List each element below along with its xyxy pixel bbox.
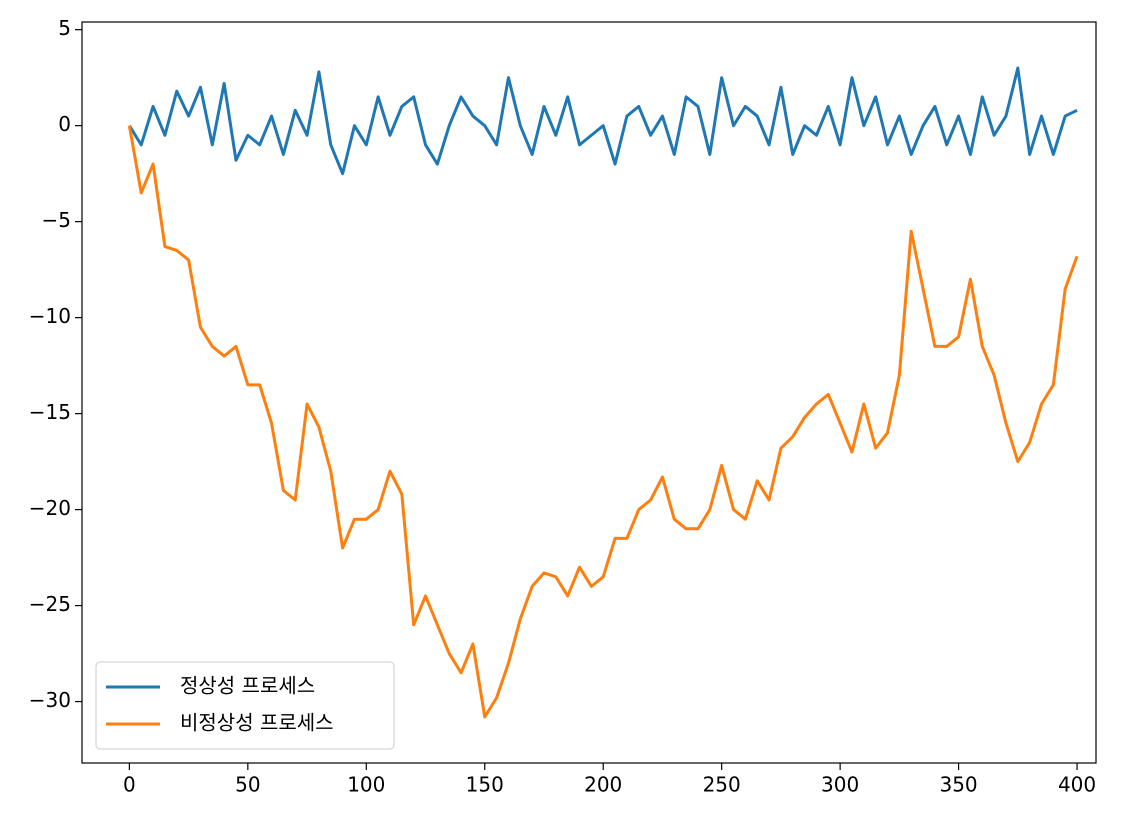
y-tick-label: −25 (29, 592, 71, 616)
y-tick-label: −15 (29, 400, 71, 424)
legend-box (95, 661, 395, 750)
x-tick-label: 50 (235, 773, 260, 797)
x-tick-label: 200 (584, 773, 622, 797)
x-tick-label: 100 (347, 773, 385, 797)
y-tick-label: −5 (42, 208, 71, 232)
legend-label: 정상성 프로세스 (180, 674, 315, 698)
y-tick-label: −10 (29, 304, 71, 328)
x-tick-label: 250 (703, 773, 741, 797)
y-tick-label: 0 (58, 112, 71, 136)
x-tick-label: 300 (821, 773, 859, 797)
y-tick-label: −20 (29, 496, 71, 520)
x-tick-label: 400 (1058, 773, 1096, 797)
plot-frame (81, 21, 1097, 764)
y-tick-label: 5 (58, 16, 71, 40)
series-line (127, 125, 1079, 719)
y-tick-label: −30 (29, 688, 71, 712)
series-line (128, 66, 1078, 176)
x-tick-label: 0 (123, 773, 136, 797)
legend-label: 비정상성 프로세스 (180, 711, 334, 735)
x-tick-label: 350 (939, 773, 977, 797)
x-tick-label: 150 (466, 773, 504, 797)
